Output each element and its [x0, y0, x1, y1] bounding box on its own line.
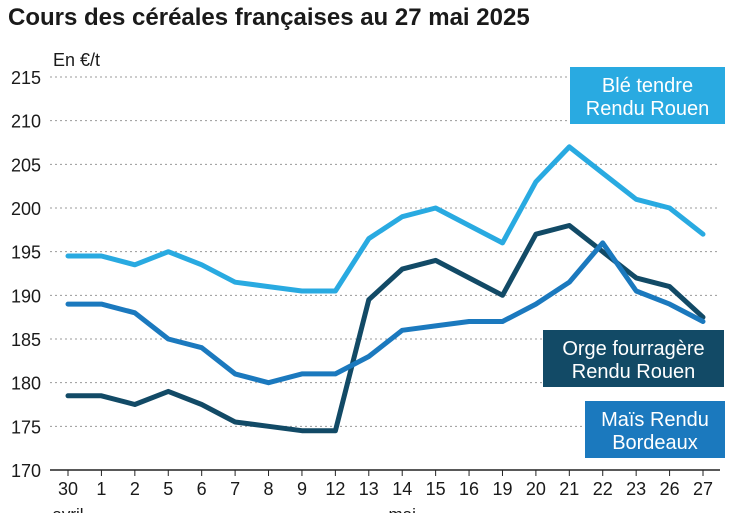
x-tick-label: 6 [197, 479, 207, 499]
legend-box [585, 401, 725, 458]
x-tick-label: 14 [392, 479, 412, 499]
x-tick-label: 8 [264, 479, 274, 499]
series-line [65, 144, 706, 294]
legend-label: Rendu Rouen [572, 361, 695, 383]
x-tick-label: 27 [693, 479, 713, 499]
legend-label: Bordeaux [612, 432, 698, 454]
x-tick-label: 16 [459, 479, 479, 499]
y-tick-label: 175 [11, 417, 41, 437]
x-tick-label: 19 [492, 479, 512, 499]
y-axis-label: En €/t [53, 50, 101, 70]
month-label: avril [52, 505, 83, 513]
chart-title: Cours des céréales françaises au 27 mai … [8, 4, 530, 31]
series-line [65, 240, 706, 386]
x-tick-labels: 301256789121314151619202122232627avrilma… [52, 470, 713, 513]
x-tick-label: 1 [96, 479, 106, 499]
x-tick-label: 5 [163, 479, 173, 499]
y-tick-label: 185 [11, 330, 41, 350]
legend-label: Blé tendre [602, 75, 693, 97]
y-tick-label: 210 [11, 112, 41, 132]
x-tick-label: 22 [593, 479, 613, 499]
y-tick-label: 200 [11, 199, 41, 219]
x-tick-label: 26 [660, 479, 680, 499]
x-tick-label: 20 [526, 479, 546, 499]
x-tick-label: 2 [130, 479, 140, 499]
y-tick-label: 215 [11, 68, 41, 88]
x-tick-label: 9 [297, 479, 307, 499]
legend-label: Orge fourragère [562, 338, 704, 360]
series-lines [65, 144, 706, 434]
legend-label: Rendu Rouen [586, 98, 709, 120]
y-tick-label: 190 [11, 286, 41, 306]
x-tick-label: 15 [426, 479, 446, 499]
x-tick-label: 7 [230, 479, 240, 499]
x-tick-label: 30 [58, 479, 78, 499]
legend-box [543, 330, 724, 387]
y-tick-labels: 170 175 180 185 190 195 200 205 210 215 [11, 68, 41, 481]
legend-box [570, 67, 725, 124]
y-tick-label: 180 [11, 374, 41, 394]
x-tick-label: 13 [359, 479, 379, 499]
y-tick-label: 170 [11, 461, 41, 481]
y-tick-label: 205 [11, 155, 41, 175]
x-tick-label: 23 [626, 479, 646, 499]
legend-label: Maïs Rendu [601, 409, 709, 431]
x-tick-label: 12 [325, 479, 345, 499]
month-label: mai [389, 505, 416, 513]
y-tick-label: 195 [11, 243, 41, 263]
x-tick-label: 21 [559, 479, 579, 499]
